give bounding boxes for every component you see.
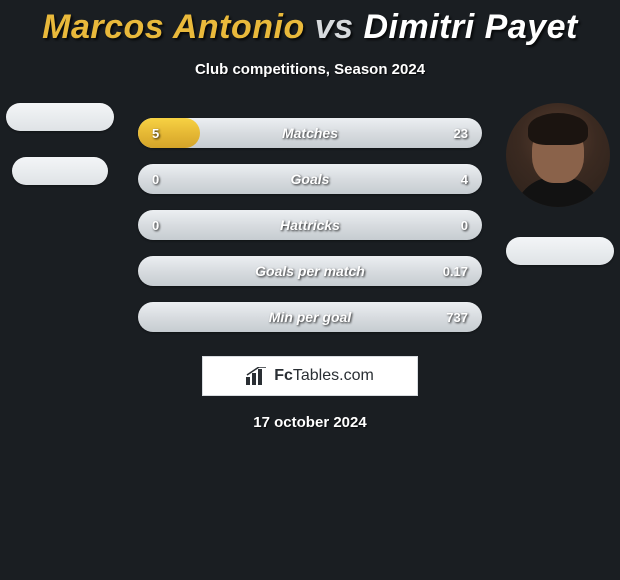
stat-value-right: 737: [446, 310, 468, 325]
player-a-column: [6, 103, 114, 185]
player-a-pill-2: [12, 157, 108, 185]
player-b-pill: [506, 237, 614, 265]
stat-label: Hattricks: [138, 217, 482, 233]
stat-value-right: 0: [461, 218, 468, 233]
stat-bar: 0Goals4: [138, 164, 482, 194]
logo-box[interactable]: FcTables.com: [202, 356, 418, 396]
stat-value-right: 0.17: [443, 264, 468, 279]
stat-label: Min per goal: [138, 309, 482, 325]
stat-bar: Min per goal737: [138, 302, 482, 332]
stat-bar: Goals per match0.17: [138, 256, 482, 286]
player-a-pill-1: [6, 103, 114, 131]
title-player-a: Marcos Antonio: [42, 8, 305, 46]
title-player-b: Dimitri Payet: [364, 8, 578, 46]
logo-text-a: Fc: [274, 367, 293, 384]
logo-text-b: Tables.com: [293, 367, 374, 384]
player-b-column: [506, 103, 614, 265]
stat-value-right: 4: [461, 172, 468, 187]
stat-label: Goals per match: [138, 263, 482, 279]
chart-icon: [246, 367, 268, 385]
page-title: Marcos Antonio vs Dimitri Payet: [0, 8, 620, 47]
stat-value-right: 23: [454, 126, 468, 141]
subtitle: Club competitions, Season 2024: [0, 61, 620, 78]
stat-bar: 0Hattricks0: [138, 210, 482, 240]
title-vs: vs: [315, 8, 354, 46]
stat-bar: 5Matches23: [138, 118, 482, 148]
content-area: 5Matches230Goals40Hattricks0Goals per ma…: [0, 118, 620, 431]
date-text: 17 october 2024: [0, 414, 620, 431]
comparison-card: Marcos Antonio vs Dimitri Payet Club com…: [0, 0, 620, 431]
stat-label: Goals: [138, 171, 482, 187]
stat-label: Matches: [138, 125, 482, 141]
logo-text: FcTables.com: [274, 367, 374, 385]
stat-bars: 5Matches230Goals40Hattricks0Goals per ma…: [138, 118, 482, 332]
player-b-avatar: [506, 103, 610, 207]
